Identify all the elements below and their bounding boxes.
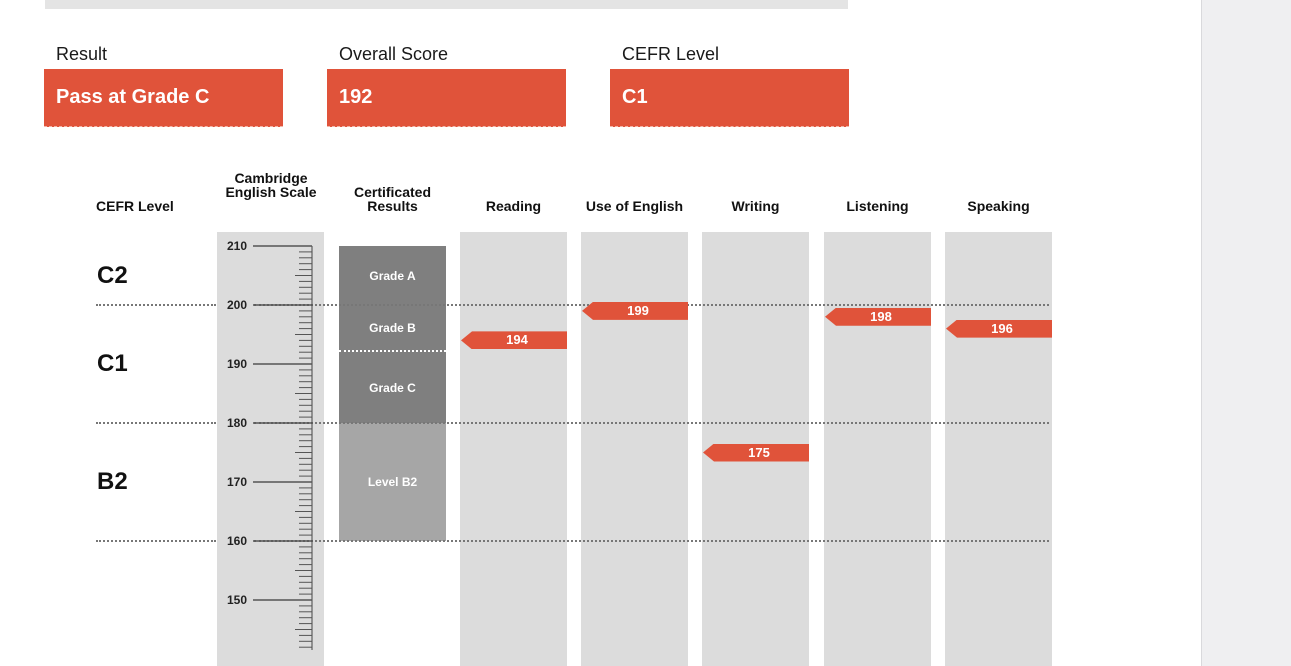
scale-tick-label-160: 160 (227, 534, 247, 548)
result-value-box: Pass at Grade C (44, 69, 283, 127)
scale-header: Cambridge English Scale (225, 170, 317, 200)
scale-ruler: 210 200 190 180 170 160 150 (227, 239, 313, 650)
cefr-level-label: CEFR Level (622, 44, 720, 64)
cefr-level-b2: B2 (97, 468, 128, 495)
certificated-results-header: Certificated Results (353, 184, 432, 214)
skill-column-speaking (945, 232, 1052, 666)
top-strip (45, 0, 848, 9)
boundary-line-180-right (254, 422, 1049, 424)
score-marker-speaking: 196 (946, 319, 1052, 338)
cefr-level-c2: C2 (97, 261, 128, 289)
score-marker-listening: 198 (825, 307, 931, 326)
boundary-line-160-left (96, 540, 216, 542)
skill-column-use-of-english (581, 232, 688, 666)
skill-header-use-of-english: Use of English (585, 198, 684, 214)
boundary-line-200-left (96, 304, 216, 306)
score-marker-use-of-english: 199 (582, 301, 688, 320)
right-side-panel (1201, 0, 1291, 666)
skill-header-writing: Writing (731, 198, 780, 214)
scale-tick-label-150: 150 (227, 593, 247, 607)
grade-band-level-b2: Level B2 (339, 423, 446, 541)
scale-tick-label-180: 180 (227, 416, 247, 430)
result-label: Result (56, 44, 108, 64)
overall-score-box: 192 (327, 69, 566, 127)
skill-column-listening (824, 232, 931, 666)
grade-band-grade-b: Grade B (339, 305, 446, 353)
scale-tick-label-170: 170 (227, 475, 247, 489)
cefr-level-box: C1 (610, 69, 849, 127)
boundary-line-160-right (254, 540, 1049, 542)
score-marker-writing: 175 (703, 443, 809, 462)
scale-tick-label-210: 210 (227, 239, 247, 253)
skill-column-reading (460, 232, 567, 666)
skill-header-speaking: Speaking (967, 198, 1030, 214)
scale-tick-label-200: 200 (227, 298, 247, 312)
boundary-line-180-left (96, 422, 216, 424)
cefr-level-header: CEFR Level (96, 198, 174, 214)
score-marker-reading: 194 (461, 331, 567, 350)
skill-header-listening: Listening (846, 198, 909, 214)
grade-band-grade-a: Grade A (339, 246, 446, 305)
scale-tick-label-190: 190 (227, 357, 247, 371)
cefr-level-c1: C1 (97, 350, 128, 377)
grade-band-grade-c: Grade C (339, 352, 446, 423)
skill-header-reading: Reading (485, 198, 542, 214)
overall-score-label: Overall Score (339, 44, 449, 64)
